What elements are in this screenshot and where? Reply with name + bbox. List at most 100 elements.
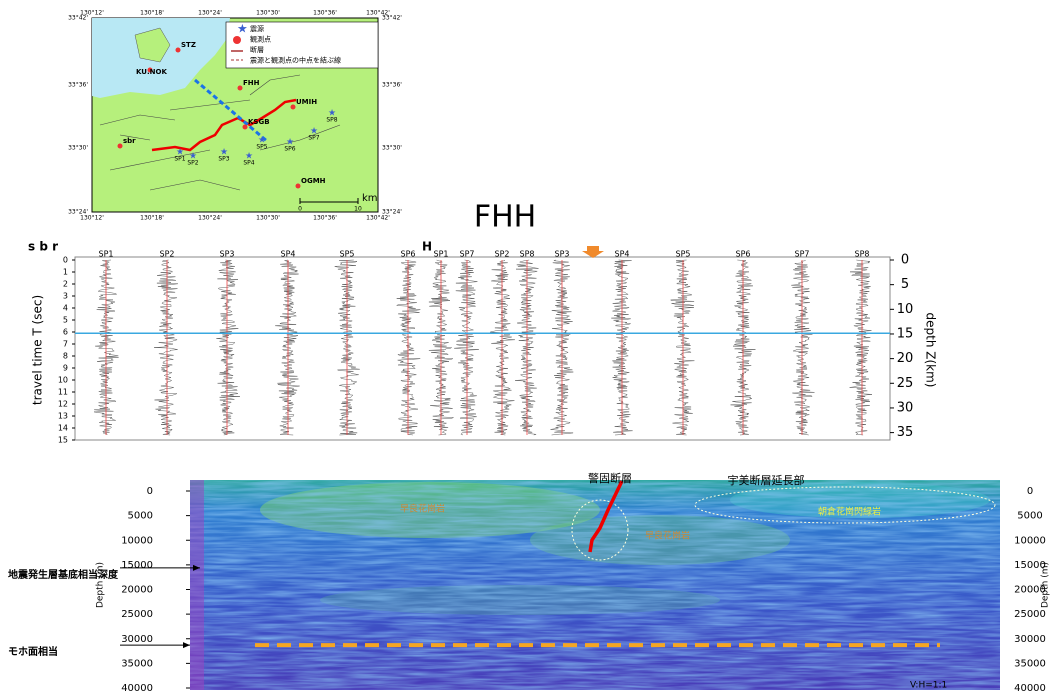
y-tick-label: 14 (58, 424, 68, 433)
trace-label: SP8 (855, 250, 870, 259)
y2-tick-label: 30000 (1014, 634, 1046, 645)
y-tick-label: 20000 (121, 585, 153, 596)
ratio-label: V:H=1:1 (910, 681, 947, 691)
y-tick-label: 1 (63, 268, 68, 277)
trace-label: SP1 (99, 250, 114, 259)
section-panel: 警固断層 宇美断層延長部 早良花崗岩 早良花崗岩 朝倉花崗閃緑岩 V:H=1:1… (8, 471, 1051, 691)
edge (190, 480, 204, 690)
trace-label: SP6 (736, 250, 751, 259)
trace-label: SP2 (495, 250, 510, 259)
y2-tick-label: 35 (897, 425, 914, 440)
station (176, 48, 181, 53)
lat-label: 33°36' (382, 82, 402, 89)
source-label: SP6 (284, 146, 295, 153)
lon-label: 130°30' (256, 215, 280, 222)
lon-label: 130°12' (80, 10, 104, 17)
source-label: SP7 (308, 135, 319, 142)
y2-tick-label: 20000 (1014, 585, 1046, 596)
y2-tick-label: 35000 (1014, 658, 1046, 669)
y-tick-label: 15000 (121, 560, 153, 571)
y2-tick-label: 5 (901, 277, 909, 292)
lon-label: 130°36' (313, 215, 337, 222)
y-tick-label: 11 (58, 388, 68, 397)
station-label: FHH (243, 79, 260, 87)
y2-tick-label: 20 (897, 351, 914, 366)
scale-label: 10 (354, 206, 362, 213)
station-label: sbr (123, 137, 136, 145)
source-label: SP3 (218, 156, 229, 163)
trace-label: SP5 (676, 250, 691, 259)
station (291, 105, 296, 110)
marker-arrow (582, 246, 604, 258)
station-label: H (422, 240, 432, 254)
lon-label: 130°12' (80, 215, 104, 222)
lon-label: 130°42' (366, 10, 390, 17)
trace-label: SP3 (555, 250, 570, 259)
y-tick-label: 25000 (121, 609, 153, 620)
y2-tick-label: 10000 (1014, 535, 1046, 546)
y-tick-label: 3 (63, 292, 68, 301)
station (243, 125, 248, 130)
fault-label: 警固断層 (588, 471, 632, 485)
plot-frame (75, 257, 890, 440)
rock-label: 早良花崗岩 (645, 530, 690, 542)
extension-label: 宇美断層延長部 (728, 473, 805, 487)
lon-label: 130°24' (198, 10, 222, 17)
trace-label: SP4 (281, 250, 296, 259)
y2-tick-label: 10 (897, 302, 914, 317)
annotation: 地震発生層基底相当深度 (8, 568, 119, 581)
legend-dot (233, 36, 241, 44)
y2-label: depth Z(km) (924, 313, 938, 388)
station-label: s b r (28, 240, 58, 254)
y-tick-label: 2 (63, 280, 68, 289)
legend-text: 震源 (250, 24, 264, 33)
legend-text: 観測点 (250, 35, 271, 44)
y-tick-label: 35000 (121, 658, 153, 669)
y-tick-label: 40000 (121, 683, 153, 693)
station-label: UMIH (296, 98, 317, 106)
scale-unit: km (362, 193, 378, 204)
rock-label: 早良花崗岩 (400, 503, 445, 515)
figure: ★ FHH travel time T (sec) depth Z(km) s … (0, 0, 1052, 693)
lon-label: 130°18' (140, 10, 164, 17)
y-tick-label: 10000 (121, 535, 153, 546)
trace-label: SP8 (520, 250, 535, 259)
legend-star: ★ (237, 22, 248, 36)
seismogram-panel: travel time T (sec) depth Z(km) s b r H … (28, 240, 938, 445)
lon-label: 130°24' (198, 215, 222, 222)
y-tick-label: 0 (147, 486, 153, 497)
legend-text: 震源と観測点の中点を結ぶ線 (250, 56, 341, 65)
y-label: Depth (m) (96, 562, 106, 608)
y-tick-label: 4 (63, 304, 68, 313)
station-label: STZ (181, 41, 196, 49)
y-tick-label: 13 (58, 412, 68, 421)
source-label: SP1 (174, 156, 185, 163)
lat-label: 33°30' (382, 145, 402, 152)
source-label: SP4 (243, 160, 254, 167)
source-label: SP2 (187, 160, 198, 167)
station-label: KU.NOK (136, 68, 167, 76)
lon-label: 130°30' (256, 10, 280, 17)
y-tick-label: 6 (63, 328, 68, 337)
y-tick-label: 5000 (128, 511, 153, 522)
station (296, 184, 301, 189)
y2-tick-label: 40000 (1014, 683, 1046, 693)
title: FHH (474, 200, 536, 235)
station-label: OGMH (301, 177, 326, 185)
y-label: travel time T (sec) (31, 295, 45, 405)
y2-tick-label: 25000 (1014, 609, 1046, 620)
y-tick-label: 7 (63, 340, 68, 349)
source-label: SP5 (256, 144, 267, 151)
trace-label: SP7 (795, 250, 810, 259)
legend-text: 断層 (250, 45, 264, 54)
annotation: モホ面相当 (8, 645, 58, 658)
y2-tick-label: 5000 (1017, 511, 1042, 522)
y-tick-label: 9 (63, 364, 68, 373)
trace-label: SP1 (434, 250, 449, 259)
y-tick-label: 12 (58, 400, 68, 409)
y-tick-label: 10 (58, 376, 68, 385)
station (238, 86, 243, 91)
y2-tick-label: 30 (897, 400, 914, 415)
lat-label: 33°30' (68, 145, 88, 152)
y2-tick-label: 15 (897, 326, 914, 341)
